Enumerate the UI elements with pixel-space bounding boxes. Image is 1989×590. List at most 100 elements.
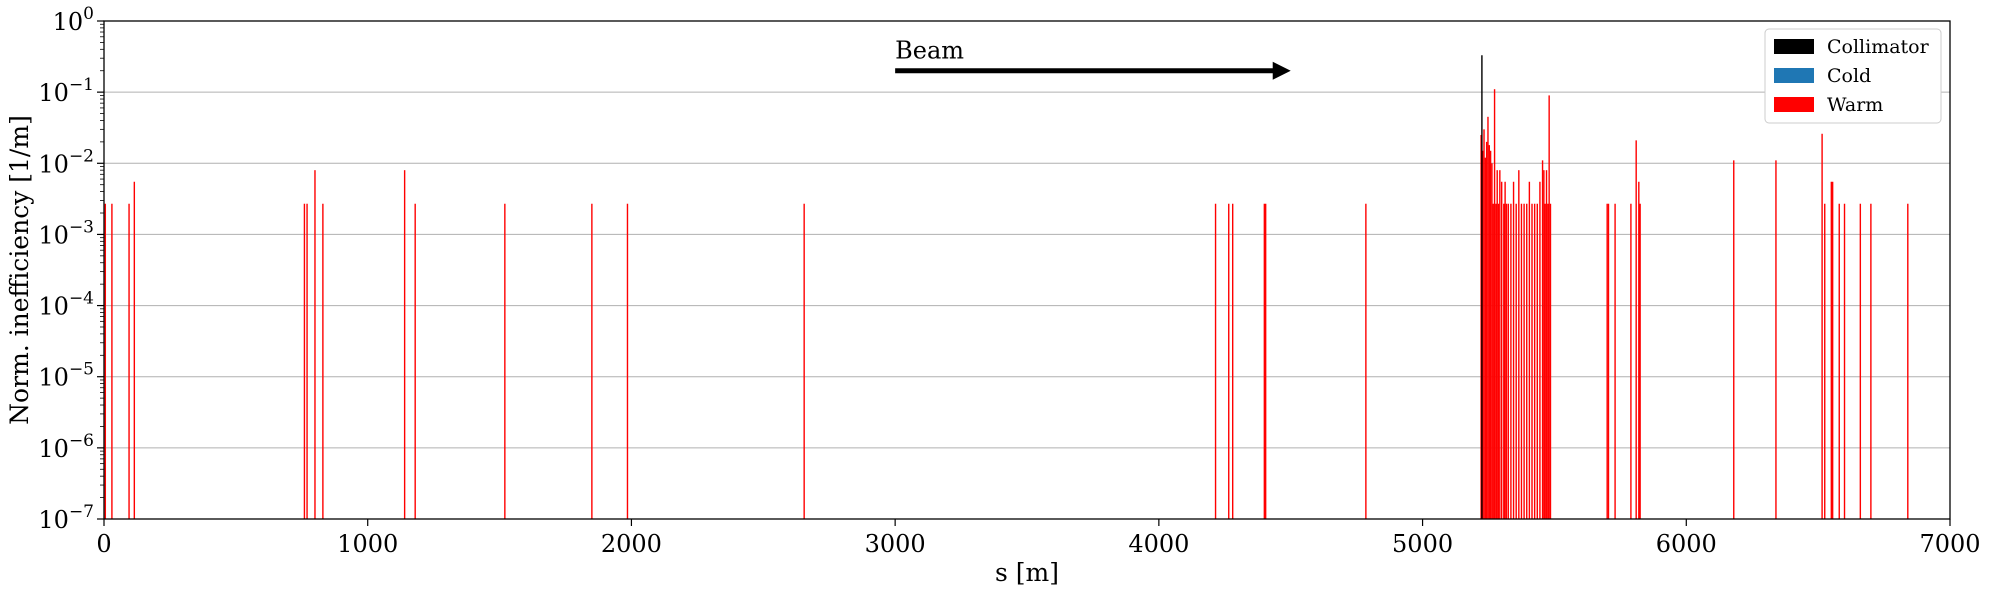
bar-warm (1489, 150, 1492, 520)
bar-warm (1520, 203, 1523, 520)
bar-warm (314, 170, 316, 519)
bar-warm (1228, 203, 1230, 520)
bar-warm (1512, 181, 1515, 519)
bar-warm (1496, 170, 1498, 519)
ticks-layer: 100 10−1 10−2 10−3 10−4 10−5 10−6 10−70 1000 2000… (38, 4, 1980, 558)
bar-warm (1639, 203, 1641, 520)
x-tick-label: 1000 (337, 530, 398, 558)
bar-warm (1838, 203, 1840, 520)
bar-warm (1544, 203, 1546, 520)
legend-swatch-warm (1774, 97, 1814, 112)
bar-warm (1907, 203, 1909, 520)
bar-warm (1830, 181, 1833, 519)
bar-warm (1533, 203, 1536, 520)
bar-warm (1507, 203, 1509, 520)
bars-layer (104, 55, 1909, 520)
bar-warm (1545, 170, 1548, 519)
bar-warm (1500, 181, 1503, 519)
bar-warm (1531, 203, 1533, 520)
x-axis-label: s [m] (995, 558, 1059, 587)
bar-warm (1515, 203, 1517, 520)
bar-warm (1775, 160, 1777, 519)
x-tick-label: 0 (96, 530, 111, 558)
x-tick-label: 2000 (601, 530, 662, 558)
bar-warm (1523, 203, 1525, 520)
bar-warm (1614, 203, 1616, 520)
y-tick-label: 10−3 (38, 217, 94, 249)
bar-warm (1528, 181, 1531, 519)
bar-warm (306, 203, 308, 520)
bar-warm (1365, 203, 1367, 520)
bar-warm (504, 203, 506, 520)
bar-warm (1518, 170, 1520, 519)
bar-warm (1539, 181, 1541, 519)
bar-warm (322, 203, 324, 520)
beam-annotation: Beam (895, 37, 1291, 80)
legend: Collimator Cold Warm (1764, 28, 1942, 124)
bar-warm (1733, 160, 1735, 519)
bar-warm (1492, 203, 1494, 520)
bar-warm (1526, 203, 1528, 520)
bar-warm (1495, 203, 1497, 520)
bar-warm (403, 170, 406, 519)
bar-collimator (1481, 55, 1483, 519)
bar-warm (414, 203, 416, 520)
bar-warm (1536, 203, 1538, 520)
bar-warm (1483, 129, 1485, 519)
bar-warm (1484, 157, 1487, 519)
bar-warm (128, 203, 130, 520)
bar-warm (1231, 203, 1234, 520)
bar-warm (111, 203, 113, 520)
bar-warm (1831, 181, 1834, 519)
beam-label: Beam (895, 37, 964, 65)
bar-warm (1491, 163, 1493, 520)
bar-warm (1497, 203, 1500, 520)
bar-warm (1543, 170, 1545, 519)
bar-warm (1549, 203, 1552, 520)
y-tick-label: 100 (53, 4, 94, 36)
bar-warm (1630, 203, 1632, 520)
bar-warm (1488, 145, 1490, 520)
legend-swatch-cold (1774, 68, 1814, 83)
legend-label-warm: Warm (1827, 94, 1883, 116)
y-tick-label: 10−2 (38, 146, 94, 178)
x-tick-label: 7000 (1919, 530, 1980, 558)
bar-warm (1859, 203, 1862, 520)
bar-warm (1263, 203, 1266, 520)
y-tick-label: 10−5 (38, 360, 94, 392)
bar-warm (1870, 203, 1872, 520)
bar-warm (1824, 203, 1826, 520)
bar-warm (1481, 150, 1484, 520)
bar-warm (133, 181, 136, 519)
beam-arrow-head (1272, 61, 1291, 80)
bar-warm (591, 203, 593, 520)
bar-warm (1487, 116, 1489, 520)
bar-warm (1606, 203, 1608, 520)
bar-warm (303, 203, 306, 520)
bar-warm (1503, 203, 1505, 520)
bar-warm (1547, 203, 1549, 520)
bar-warm (803, 203, 805, 520)
bar-warm (1504, 181, 1506, 519)
bar-warm (1499, 170, 1501, 519)
bar-warm (626, 203, 629, 520)
y-tick-label: 10−1 (38, 75, 94, 107)
legend-swatch-collimator (1774, 39, 1814, 54)
x-tick-label: 6000 (1656, 530, 1717, 558)
bar-warm (1635, 140, 1637, 519)
bar-warm (1485, 141, 1488, 520)
y-tick-label: 10−6 (38, 431, 94, 463)
y-tick-label: 10−4 (38, 289, 94, 321)
legend-label-collimator: Collimator (1827, 36, 1930, 58)
legend-label-cold: Cold (1827, 65, 1871, 87)
bar-warm (1264, 203, 1267, 520)
bar-warm (1510, 203, 1512, 520)
x-tick-label: 4000 (1128, 530, 1189, 558)
bar-warm (1505, 203, 1508, 520)
y-tick-label: 10−7 (38, 502, 94, 534)
bar-warm (104, 203, 107, 520)
plot-frame (103, 20, 1951, 520)
bar-warm (1548, 95, 1550, 519)
bar-warm (1607, 203, 1610, 520)
